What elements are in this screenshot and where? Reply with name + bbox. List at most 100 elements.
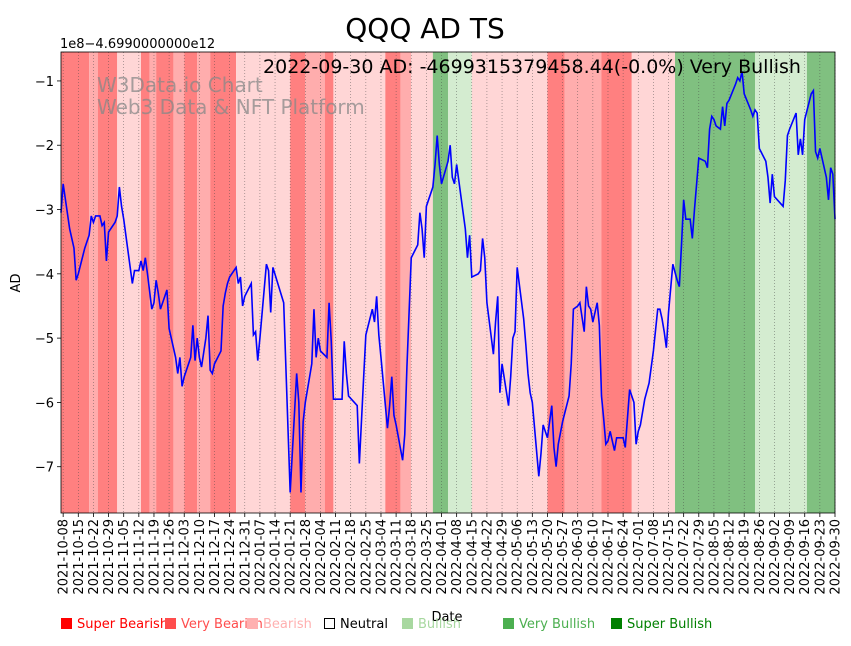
x-tick-label: 2022-09-30 <box>829 519 844 595</box>
regime-band-bearish <box>305 52 325 513</box>
x-tick-label: 2021-10-08 <box>57 519 72 595</box>
regime-band-very_bearish <box>547 52 565 513</box>
x-tick-label: 2021-10-29 <box>102 519 117 595</box>
x-tick-label: 2022-06-24 <box>617 519 632 595</box>
x-tick-label: 2022-03-18 <box>405 519 420 595</box>
legend: Super Bearish Very Bearish Bearish Neutral B… <box>61 617 712 632</box>
x-tick-label: 2022-07-22 <box>677 519 692 595</box>
x-tick-label: 2022-06-03 <box>571 519 586 595</box>
regime-band-bearish <box>149 52 157 513</box>
watermark-line-2: Web3 Data & NFT Platform <box>97 95 365 119</box>
y-tick-label: −3 <box>35 204 54 219</box>
x-tick-label: 2022-06-10 <box>586 519 601 595</box>
x-tick-label: 2022-01-07 <box>253 519 268 595</box>
regime-band-neutral <box>411 52 433 513</box>
chart-title: QQQ AD TS <box>345 12 505 45</box>
legend-swatch-bearish <box>247 618 258 629</box>
y-tick-label: −5 <box>35 332 54 347</box>
x-tick-label: 2022-04-08 <box>450 519 465 595</box>
regime-band-bearish <box>564 52 602 513</box>
x-tick-label: 2022-02-04 <box>314 519 329 595</box>
legend-swatch-super-bullish <box>611 618 622 629</box>
regime-band-very_bullish <box>675 52 756 513</box>
x-tick-label: 2022-05-20 <box>541 519 556 595</box>
x-tick-label: 2022-07-01 <box>632 519 647 595</box>
x-tick-label: 2021-11-05 <box>117 519 132 595</box>
x-tick-label: 2022-02-11 <box>329 519 344 595</box>
legend-label-super-bearish: Super Bearish <box>77 617 168 632</box>
regime-band-bullish <box>755 52 807 513</box>
x-tick-label: 2022-04-29 <box>496 519 511 595</box>
legend-swatch-super-bearish <box>61 618 72 629</box>
x-tick-label: 2022-07-15 <box>662 519 677 595</box>
x-axis-label: Date <box>431 610 462 625</box>
x-tick-label: 2021-12-10 <box>193 519 208 595</box>
regime-band-neutral <box>236 52 291 513</box>
x-tick-label: 2022-03-11 <box>390 519 405 595</box>
x-tick-label: 2022-07-29 <box>692 519 707 595</box>
regime-band-neutral <box>333 52 386 513</box>
x-tick-label: 2021-12-31 <box>238 519 253 595</box>
x-tick-label: 2022-01-14 <box>269 519 284 595</box>
x-tick-label: 2021-11-19 <box>147 519 162 595</box>
legend-label-super-bullish: Super Bullish <box>627 617 712 632</box>
x-tick-label: 2022-09-23 <box>813 519 828 595</box>
x-tick-label: 2022-05-27 <box>556 519 571 595</box>
legend-label-neutral: Neutral <box>340 617 388 632</box>
x-tick-label: 2022-03-25 <box>420 519 435 595</box>
regime-band-very_bearish <box>156 52 174 513</box>
x-tick-label: 2022-01-21 <box>284 519 299 595</box>
regime-band-very_bearish <box>97 52 118 513</box>
x-tick-label: 2021-12-24 <box>223 519 238 595</box>
legend-swatch-bullish <box>402 618 413 629</box>
x-tick-label: 2022-05-13 <box>526 519 541 595</box>
x-tick-label: 2021-10-22 <box>87 519 102 595</box>
legend-label-very-bullish: Very Bullish <box>519 617 595 632</box>
x-tick-label: 2022-04-01 <box>435 519 450 595</box>
x-tick-label: 2021-11-26 <box>163 519 178 595</box>
legend-swatch-neutral <box>324 618 335 629</box>
regime-band-bullish <box>448 52 472 513</box>
x-axis: 2021-10-08 2021-10-15 2021-10-22 2021-10-29… <box>57 513 844 595</box>
regime-band-very_bearish <box>61 52 90 513</box>
x-tick-label: 2022-09-16 <box>798 519 813 595</box>
ad-series-line <box>60 71 836 493</box>
regime-band-bearish <box>400 52 412 513</box>
regime-band-very_bullish <box>806 52 835 513</box>
regime-band-very_bullish <box>432 52 448 513</box>
x-tick-label: 2022-08-26 <box>753 519 768 595</box>
regime-band-bearish <box>173 52 185 513</box>
y-tick-label: −2 <box>35 139 54 154</box>
x-tick-label: 2022-02-18 <box>344 519 359 595</box>
x-tick-label: 2022-08-12 <box>723 519 738 595</box>
y-tick-label: −6 <box>35 396 54 411</box>
legend-label-very-bearish: Very Bearish <box>181 617 263 632</box>
y-axis: −1 −2 −3 −4 −5 −6 −7 <box>35 75 61 476</box>
legend-swatch-very-bullish <box>503 618 514 629</box>
x-tick-label: 2022-08-05 <box>707 519 722 595</box>
x-tick-label: 2021-10-15 <box>72 519 87 595</box>
x-tick-label: 2022-07-08 <box>647 519 662 595</box>
y-tick-label: −7 <box>35 461 54 476</box>
regime-bands <box>61 52 835 513</box>
regime-band-neutral <box>117 52 141 513</box>
regime-band-bearish <box>89 52 98 513</box>
regime-band-very_bearish <box>290 52 306 513</box>
x-tick-label: 2022-08-19 <box>738 519 753 595</box>
y-offset-label: 1e8−4.6990000000e12 <box>60 37 215 52</box>
x-tick-label: 2022-09-02 <box>768 519 783 595</box>
x-tick-label: 2022-04-22 <box>480 519 495 595</box>
x-tick-label: 2022-01-28 <box>299 519 314 595</box>
regime-band-very_bearish <box>140 52 150 513</box>
regime-band-bearish <box>197 52 211 513</box>
regime-band-very_bearish <box>385 52 401 513</box>
legend-swatch-very-bearish <box>165 618 176 629</box>
x-tick-label: 2022-09-09 <box>783 519 798 595</box>
x-tick-label: 2021-12-03 <box>178 519 193 595</box>
legend-label-bullish: Bullish <box>418 617 461 632</box>
y-axis-label: AD <box>9 274 24 293</box>
x-tick-label: 2022-03-04 <box>374 519 389 595</box>
latest-value-annotation: 2022-09-30 AD: -4699315379458.44(-0.0%) … <box>263 56 801 78</box>
y-tick-label: −1 <box>35 75 54 90</box>
